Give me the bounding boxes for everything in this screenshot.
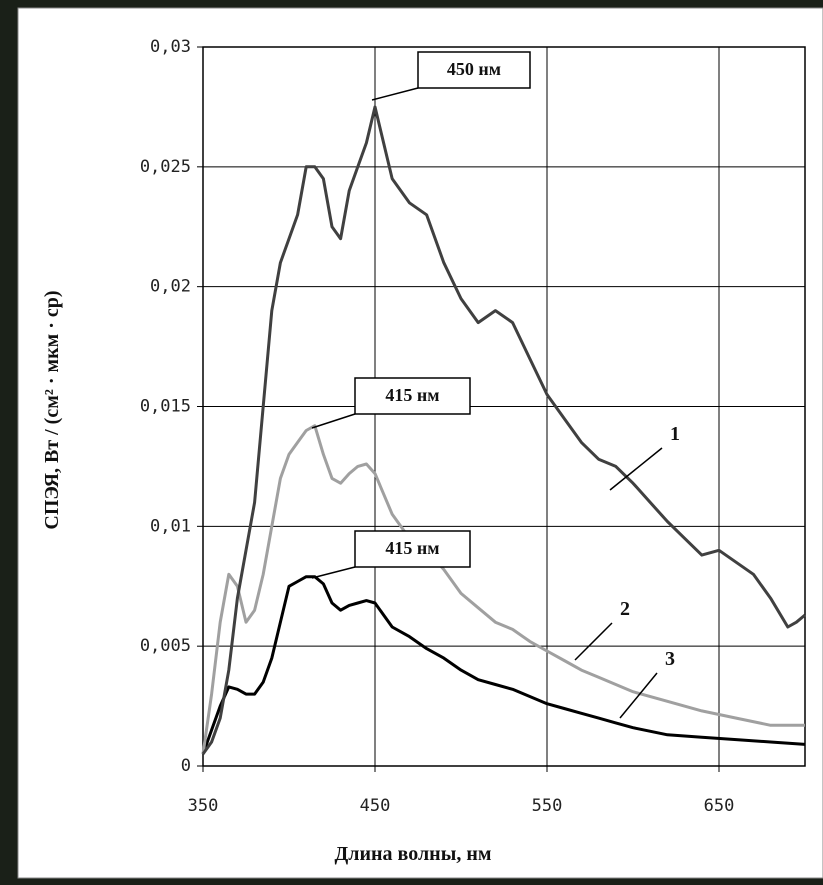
x-tick-label: 350	[188, 796, 219, 816]
series-line	[201, 424, 805, 755]
annotation: 450 нм	[447, 59, 501, 79]
y-tick-label: 0	[181, 756, 191, 776]
x-tick-label: 550	[532, 796, 563, 816]
legend-label: 1	[670, 423, 680, 445]
x-tick-label: 450	[360, 796, 391, 816]
callout-line	[371, 87, 419, 101]
plot-border	[202, 46, 806, 767]
y-axis-label: СПЭЯ, Вт / (см² · мкм · ср)	[41, 290, 63, 529]
annotation: 415 нм	[385, 538, 439, 558]
y-tick-label: 0,025	[140, 157, 191, 177]
y-tick-label: 0,01	[150, 516, 191, 536]
callout-line	[311, 566, 356, 579]
callout-line	[311, 413, 356, 429]
leader-line	[574, 622, 613, 661]
panel	[17, 7, 823, 879]
leader-line	[619, 672, 658, 719]
annotation: 415 нм	[385, 385, 439, 405]
callout-box	[417, 51, 531, 89]
callout-box	[354, 377, 471, 415]
x-axis-label: Длина волны, нм	[335, 843, 492, 865]
x-tick-label: 650	[704, 796, 735, 816]
leader-line	[609, 447, 663, 491]
y-tick-label: 0,03	[150, 37, 191, 57]
y-tick-label: 0,005	[140, 636, 191, 656]
y-tick-label: 0,015	[140, 397, 191, 417]
callout-box	[354, 530, 471, 568]
y-tick-label: 0,02	[150, 277, 191, 297]
series-line	[201, 105, 806, 755]
legend-label: 2	[620, 598, 630, 620]
legend-label: 3	[665, 648, 675, 670]
series-line	[201, 575, 806, 755]
